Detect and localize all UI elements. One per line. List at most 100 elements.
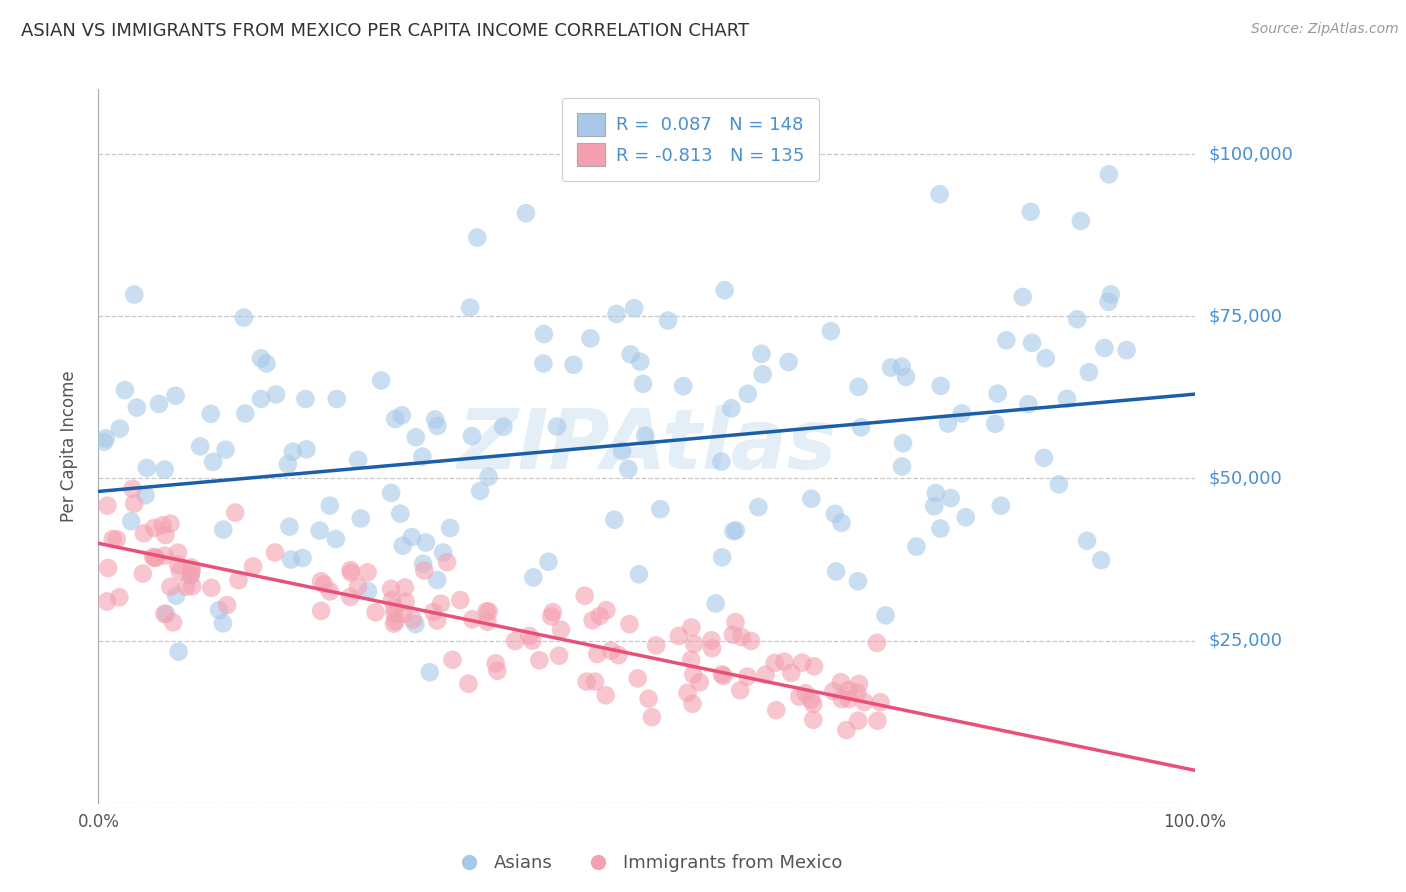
Point xyxy=(773,655,796,669)
Point xyxy=(389,507,412,521)
Point xyxy=(475,604,498,618)
Point xyxy=(384,412,406,426)
Point xyxy=(423,412,446,426)
Point xyxy=(264,387,287,401)
Point xyxy=(751,368,773,382)
Point xyxy=(153,462,176,476)
Point xyxy=(550,623,572,637)
Point xyxy=(370,374,392,388)
Point xyxy=(803,659,825,673)
Point xyxy=(165,589,187,603)
Point xyxy=(1115,343,1137,357)
Point xyxy=(800,692,823,706)
Point xyxy=(676,686,699,700)
Point xyxy=(436,555,458,569)
Point xyxy=(312,577,335,591)
Point xyxy=(419,665,441,680)
Point xyxy=(294,392,316,406)
Point xyxy=(430,597,453,611)
Point xyxy=(533,326,555,341)
Point xyxy=(849,420,872,434)
Point xyxy=(737,386,759,401)
Point xyxy=(831,516,853,530)
Text: $25,000: $25,000 xyxy=(1209,632,1284,649)
Point xyxy=(309,574,332,589)
Point xyxy=(394,581,416,595)
Point xyxy=(740,634,762,648)
Point xyxy=(825,565,848,579)
Point xyxy=(905,540,928,554)
Point xyxy=(950,407,973,421)
Point xyxy=(711,550,734,565)
Point xyxy=(159,580,181,594)
Point xyxy=(412,557,434,571)
Point xyxy=(319,499,342,513)
Point xyxy=(617,462,640,476)
Point xyxy=(1035,351,1057,366)
Point xyxy=(169,565,191,579)
Text: $50,000: $50,000 xyxy=(1209,469,1282,487)
Point xyxy=(277,457,299,471)
Point xyxy=(929,379,952,393)
Point xyxy=(478,605,501,619)
Point xyxy=(720,401,742,416)
Point xyxy=(308,524,330,538)
Point xyxy=(689,675,711,690)
Point xyxy=(485,657,508,671)
Point xyxy=(309,604,332,618)
Point xyxy=(713,669,735,683)
Point xyxy=(1076,533,1098,548)
Point xyxy=(1099,287,1122,301)
Text: $75,000: $75,000 xyxy=(1209,307,1284,326)
Point xyxy=(503,634,526,648)
Point xyxy=(831,692,853,706)
Point xyxy=(108,591,131,605)
Point xyxy=(180,567,202,582)
Point xyxy=(167,645,190,659)
Point xyxy=(627,671,650,685)
Point xyxy=(326,392,349,406)
Point xyxy=(723,524,745,539)
Point xyxy=(541,605,564,619)
Point xyxy=(1017,397,1039,411)
Point xyxy=(143,521,166,535)
Point xyxy=(401,530,423,544)
Point xyxy=(1019,204,1042,219)
Point xyxy=(122,497,145,511)
Point xyxy=(922,500,945,514)
Point xyxy=(422,605,444,619)
Point xyxy=(1094,341,1116,355)
Point xyxy=(208,603,231,617)
Point xyxy=(522,570,544,584)
Point xyxy=(645,639,668,653)
Point xyxy=(529,653,551,667)
Point xyxy=(122,287,145,301)
Point xyxy=(586,647,609,661)
Point xyxy=(641,710,664,724)
Point xyxy=(515,206,537,220)
Point xyxy=(1070,214,1092,228)
Point xyxy=(340,566,363,580)
Point xyxy=(357,584,380,599)
Point xyxy=(925,486,948,500)
Point xyxy=(737,669,759,683)
Point xyxy=(404,617,426,632)
Point xyxy=(458,301,481,315)
Point xyxy=(468,483,491,498)
Point xyxy=(153,549,176,563)
Point xyxy=(724,523,747,537)
Point xyxy=(728,683,751,698)
Point xyxy=(650,502,672,516)
Point xyxy=(1033,450,1056,465)
Point xyxy=(531,356,554,370)
Point xyxy=(380,486,402,500)
Point xyxy=(1098,168,1121,182)
Y-axis label: Per Capita Income: Per Capita Income xyxy=(59,370,77,522)
Point xyxy=(619,347,641,361)
Point xyxy=(623,301,645,316)
Point xyxy=(384,614,406,628)
Text: ZIPAtlas: ZIPAtlas xyxy=(457,406,837,486)
Point xyxy=(212,616,235,631)
Point xyxy=(1056,392,1078,406)
Point xyxy=(583,674,606,689)
